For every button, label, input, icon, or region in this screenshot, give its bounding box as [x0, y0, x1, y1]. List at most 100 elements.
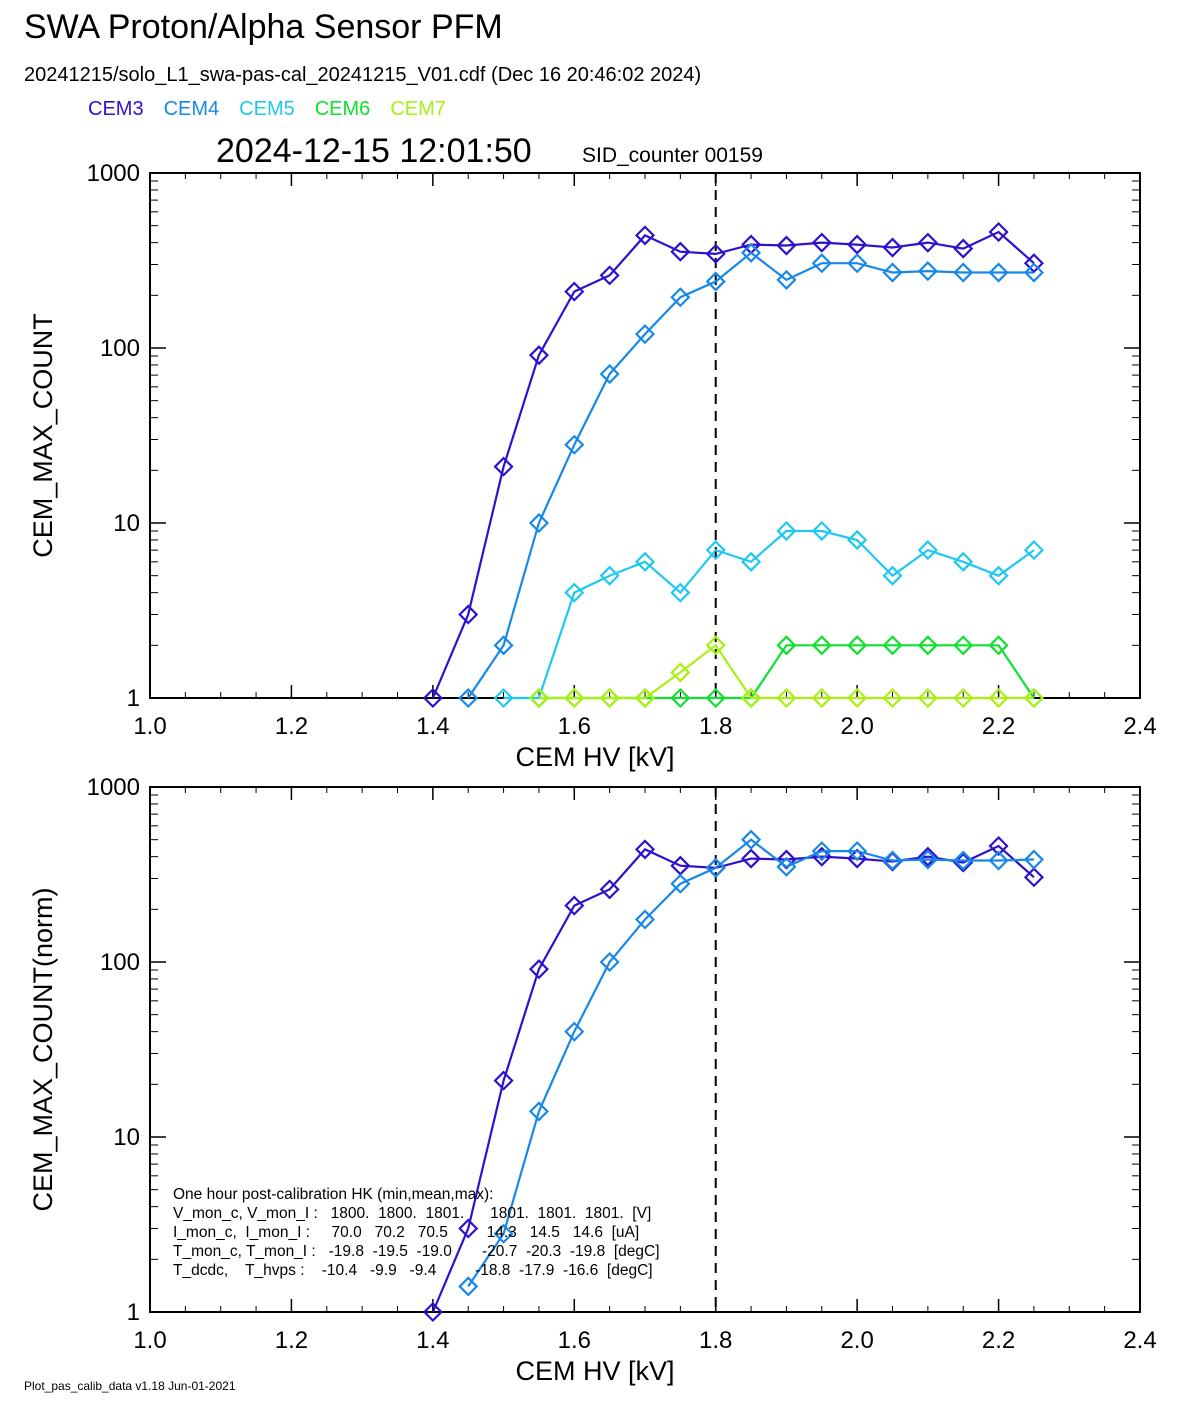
x-tick-label: 2.0	[840, 1327, 873, 1354]
data-point-cem5	[564, 582, 585, 603]
plot-frame	[149, 172, 1141, 699]
data-point-cem7	[882, 687, 903, 709]
y-tick-label: 10	[113, 1124, 140, 1151]
data-point-cem4	[705, 857, 726, 878]
data-point-cem4	[634, 909, 656, 930]
data-point-cem6	[670, 687, 691, 709]
data-point-cem5	[1023, 540, 1044, 561]
data-point-cem3	[670, 241, 691, 262]
x-tick-label: 1.4	[416, 1327, 449, 1354]
data-point-cem6	[917, 635, 938, 656]
data-point-cem3	[528, 959, 549, 980]
data-point-cem7	[564, 687, 585, 709]
data-point-cem4	[847, 841, 868, 862]
data-point-cem5	[741, 551, 762, 572]
data-point-cem6	[705, 687, 726, 709]
data-point-cem5	[670, 582, 691, 603]
data-point-cem3	[847, 234, 868, 255]
data-point-cem4	[776, 269, 797, 290]
y-tick-label: 1000	[87, 774, 140, 801]
data-point-cem4	[882, 850, 903, 871]
series-line-cem4	[467, 251, 1034, 699]
y-tick-label: 100	[100, 335, 140, 362]
x-tick-label: 1.4	[416, 713, 449, 740]
data-point-cem4	[741, 242, 762, 263]
data-point-cem4	[1023, 849, 1044, 870]
data-point-cem3	[634, 839, 656, 860]
x-tick-label: 2.2	[982, 1327, 1015, 1354]
data-point-cem3	[776, 849, 797, 870]
file-info: 20241215/solo_L1_swa-pas-cal_20241215_V0…	[24, 64, 702, 86]
data-point-cem5	[882, 565, 903, 586]
data-point-cem3	[988, 221, 1009, 243]
data-point-cem7	[599, 687, 620, 709]
data-point-cem4	[599, 363, 620, 385]
hk-table: One hour post-calibration HK (min,mean,m…	[173, 1186, 660, 1279]
x-tick-label: 2.4	[1123, 713, 1156, 740]
data-point-cem3	[705, 243, 726, 264]
x-tick-label: 2.4	[1123, 1327, 1156, 1354]
data-point-cem6	[811, 635, 832, 656]
y-tick-label: 100	[100, 949, 140, 976]
data-point-cem3	[882, 237, 903, 258]
data-point-cem5	[988, 565, 1009, 586]
series-line-cem3	[431, 230, 1035, 699]
data-point-cem3	[741, 848, 762, 869]
data-point-cem6	[847, 635, 868, 656]
data-point-cem3	[776, 235, 797, 256]
x-tick-label: 1.2	[275, 713, 308, 740]
data-point-cem6	[776, 635, 797, 656]
hk-table-line: One hour post-calibration HK (min,mean,m…	[173, 1186, 493, 1203]
data-point-cem4	[564, 1021, 585, 1042]
data-point-cem3	[422, 687, 443, 709]
data-point-cem3	[493, 1070, 514, 1091]
data-point-cem7	[811, 687, 832, 709]
data-point-cem5	[599, 565, 620, 586]
y-tick-label: 1	[127, 685, 140, 712]
hk-table-line: T_mon_c, T_mon_I : -19.8 -19.5 -19.0 -20…	[173, 1243, 660, 1260]
data-point-cem5	[493, 687, 514, 709]
data-point-cem4	[811, 253, 832, 274]
data-point-cem7	[953, 687, 974, 709]
data-point-cem6	[988, 635, 1009, 656]
data-point-cem7	[634, 687, 656, 709]
legend-entry-cem3: CEM3	[88, 98, 144, 120]
data-point-cem7	[741, 687, 762, 709]
x-tick-label: 2.0	[840, 713, 873, 740]
data-point-cem4	[882, 262, 903, 283]
hk-table-line: I_mon_c, I_mon_I : 70.0 70.2 70.5 14.3 1…	[173, 1224, 639, 1241]
series-cem4	[458, 829, 1044, 1297]
data-point-cem4	[564, 434, 585, 455]
data-point-cem4	[847, 253, 868, 274]
series-cem7	[528, 635, 1044, 709]
data-point-cem4	[741, 829, 762, 850]
data-point-cem7	[1023, 687, 1044, 709]
data-point-cem3	[458, 604, 479, 625]
plot-panel-2: 1.0 1.2 1.4 1.6 1.8 2.0 2.2 2.4 1 10 100 1000 CEM HV…	[28, 774, 1157, 1386]
legend: CEM3 CEM4 CEM5 CEM6 CEM7	[88, 98, 466, 121]
data-point-cem7	[670, 662, 691, 683]
y-tick-label: 1	[127, 1299, 140, 1326]
x-tick-label: 1.6	[558, 713, 591, 740]
y-tick-label: 1000	[87, 160, 140, 187]
data-point-cem5	[634, 551, 656, 572]
x-tick-label: 1.8	[699, 1327, 732, 1354]
data-point-cem7	[705, 635, 726, 656]
legend-entry-cem7: CEM7	[390, 98, 446, 120]
data-point-cem4	[458, 1276, 479, 1297]
data-point-cem5	[953, 551, 974, 572]
data-point-cem3	[528, 345, 549, 366]
data-point-cem5	[917, 540, 938, 561]
data-point-cem4	[1023, 262, 1044, 283]
data-point-cem3	[1023, 867, 1044, 888]
data-point-cem7	[917, 687, 938, 709]
y-tick-label: 10	[113, 510, 140, 537]
data-point-cem5	[776, 520, 797, 542]
data-point-cem7	[988, 687, 1009, 709]
data-point-cem3	[917, 232, 938, 253]
hk-table-line: V_mon_c, V_mon_I : 1800. 1800. 1801. 180…	[173, 1205, 651, 1222]
series-cem3	[422, 221, 1044, 709]
y-axis-label: CEM_MAX_COUNT	[28, 313, 58, 558]
data-point-cem3	[599, 265, 620, 286]
